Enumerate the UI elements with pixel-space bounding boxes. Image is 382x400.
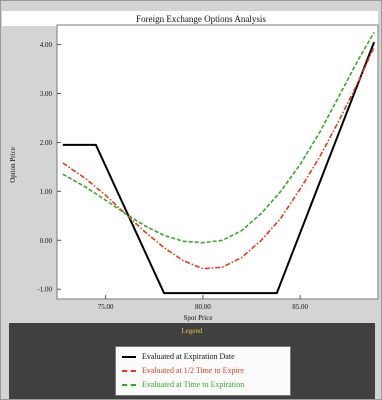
legend-entry-time-to-expiration: Evaluated at Time to Expiration [122,379,288,391]
legend-swatch-expiration [122,356,136,358]
series-line-expiration [62,41,376,295]
legend-entry-half-time: Evaluated at 1/2 Time to Expire [122,365,288,377]
y-tick-label: 0.00 [40,237,53,245]
x-tick-label: 75.00 [98,303,114,311]
chart-svg: Foreign Exchange Options Analysis Spot P… [2,11,379,322]
y-axis-label: Option Price [9,147,17,183]
series-line-half-time [62,46,375,270]
legend-swatch-time-to-expiration [122,384,136,386]
x-axis-label: Spot Price [184,314,213,322]
chart-title: Foreign Exchange Options Analysis [136,14,266,24]
x-tick-label: 85.00 [292,303,308,311]
title-bar [2,11,378,26]
legend-label-expiration: Evaluated at Expiration Date [142,352,235,361]
x-tick-label: 80.00 [195,303,211,311]
y-tick-label: -1.00 [37,286,52,294]
y-tick-label: 4.00 [40,41,53,49]
legend-entry-expiration: Evaluated at Expiration Date [122,351,288,363]
series-layer [62,31,376,295]
legend-panel: Legend Evaluated at Expiration Date Eval… [9,323,375,399]
axis-ticks: -1.00 0.00 1.00 2.00 3.00 4.00 75.00 80.00 85.00 [37,41,308,311]
series-line-time-to-expiration [62,31,375,244]
legend-box: Evaluated at Expiration Date Evaluated a… [115,346,291,396]
legend-title: Legend [181,327,203,335]
legend-swatch-half-time [122,370,136,372]
y-tick-label: 1.00 [40,188,53,196]
legend-label-half-time: Evaluated at 1/2 Time to Expire [142,366,244,375]
y-tick-label: 2.00 [40,139,53,147]
y-tick-label: 3.00 [40,90,53,98]
legend-label-time-to-expiration: Evaluated at Time to Expiration [142,380,245,389]
plot-frame [56,24,379,300]
